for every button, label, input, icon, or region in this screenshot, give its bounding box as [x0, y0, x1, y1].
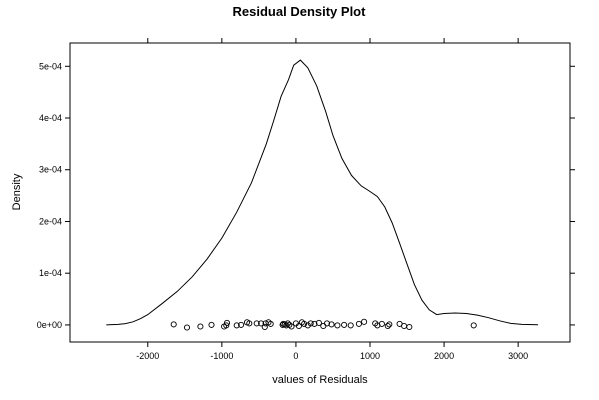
residual-point [401, 322, 408, 330]
y-tick-label: 0e+00 [37, 320, 62, 330]
residual-point [406, 323, 413, 331]
density-curve [106, 59, 539, 326]
residual-point [307, 320, 314, 327]
y-tick-label: 3e-04 [39, 165, 62, 175]
residual-point [341, 321, 348, 328]
residual-point [315, 319, 322, 326]
x-tick-label: 3000 [508, 351, 528, 361]
residual-point [323, 320, 331, 327]
y-tick-label: 5e-04 [39, 61, 62, 71]
x-tick-label: -1000 [210, 351, 233, 361]
residual-point [470, 322, 477, 329]
y-axis-label: Density [11, 173, 23, 210]
residual-point [347, 322, 354, 329]
x-tick-label: 0 [293, 351, 298, 361]
residual-point [288, 323, 295, 330]
residual-point [208, 321, 215, 328]
x-tick-label: 1000 [360, 351, 380, 361]
x-tick-label: -2000 [136, 351, 159, 361]
y-tick-label: 2e-04 [39, 216, 62, 226]
residual-point [301, 320, 308, 327]
residual-point [311, 320, 318, 327]
residual-point [281, 321, 288, 328]
x-axis-label: values of Residuals [272, 374, 368, 386]
residual-point [361, 318, 368, 325]
plot-area [106, 59, 539, 331]
residual-point [384, 322, 391, 330]
x-axis: -2000 -1000 0 1000 2000 3000 [136, 38, 528, 361]
residual-point [170, 321, 177, 328]
residual-point [295, 322, 302, 330]
residual-point [183, 324, 191, 331]
residual-point [246, 320, 253, 327]
chart-title: Residual Density Plot [233, 4, 367, 19]
residual-point [238, 321, 245, 328]
residual-point [378, 320, 385, 327]
residual-point [386, 321, 393, 328]
residual-point [284, 320, 291, 327]
residual-point [233, 322, 240, 329]
residual-point [261, 323, 268, 331]
residual-point [258, 320, 265, 327]
residual-point [223, 322, 230, 329]
residual-point [320, 322, 327, 330]
residual-point [223, 319, 231, 326]
residual-point [267, 320, 274, 327]
residual-point [197, 323, 204, 330]
residual-point [355, 320, 362, 327]
y-axis: 0e+00 1e-04 2e-04 3e-04 4e-04 5e-04 [37, 61, 575, 330]
plot-frame [69, 42, 571, 343]
residual-point [328, 321, 335, 328]
residual-point [253, 320, 260, 327]
y-tick-label: 4e-04 [39, 113, 62, 123]
residual-point [334, 322, 341, 329]
y-tick-label: 1e-04 [39, 268, 62, 278]
x-tick-label: 2000 [434, 351, 454, 361]
